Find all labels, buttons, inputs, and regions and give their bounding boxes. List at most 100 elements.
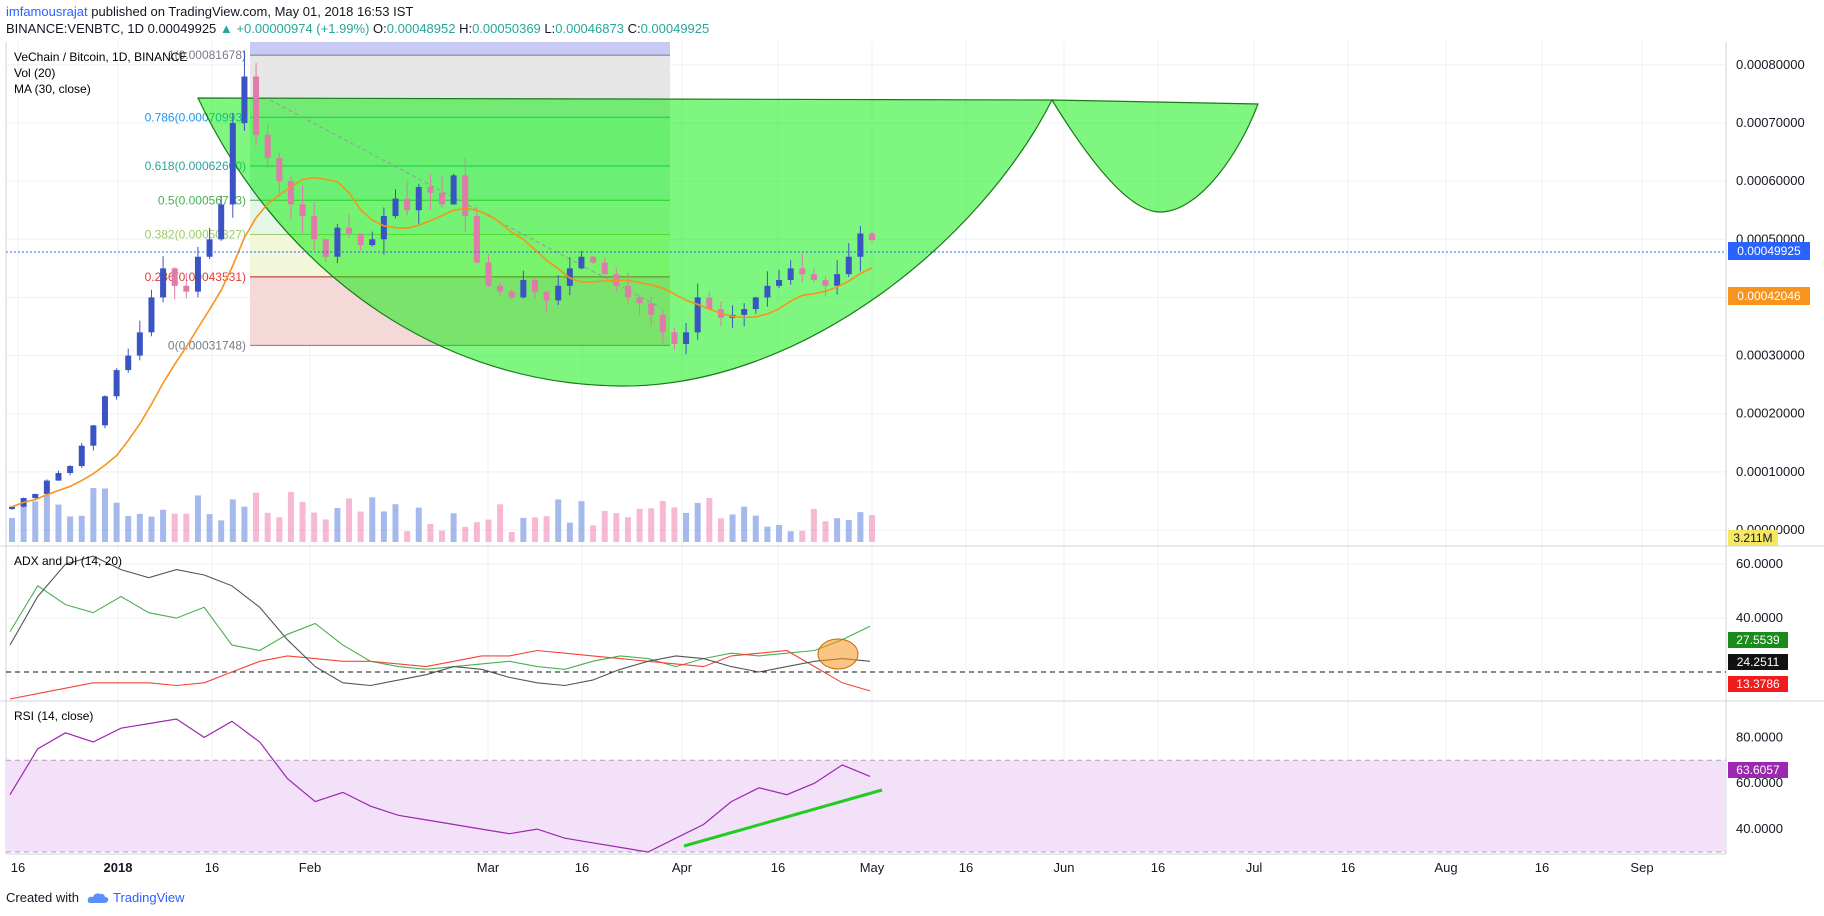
open-value: 0.00048952: [386, 21, 456, 36]
volume-bar: [741, 506, 748, 542]
candle-body: [183, 285, 190, 292]
candle-body: [508, 291, 515, 298]
minus-di-text: 13.3786: [1736, 677, 1780, 691]
rsi-badge-text: 63.6057: [1736, 763, 1780, 777]
vol-legend: Vol (20): [14, 66, 55, 80]
adx-axis: 60.0000 40.0000: [1736, 556, 1783, 625]
volume-bar: [136, 513, 143, 542]
publish-line: imfamousrajat published on TradingView.c…: [6, 4, 413, 19]
volume-bar: [520, 517, 527, 542]
candle-body: [764, 285, 771, 298]
candle-body: [473, 216, 480, 263]
adx-text: 24.2511: [1737, 655, 1780, 669]
candle-body: [706, 297, 713, 310]
price-badge: [1728, 242, 1810, 260]
adx-series: [9, 649, 871, 700]
time-tick: Apr: [672, 860, 693, 875]
candle-body: [253, 76, 260, 135]
volume-bar: [171, 513, 178, 542]
candle-body: [439, 192, 445, 205]
volume-bar: [206, 514, 213, 542]
candle-body: [43, 480, 50, 494]
rsi-line: [9, 718, 871, 853]
candle-body: [9, 506, 15, 510]
fib-top-band: [250, 42, 670, 56]
candle-body: [741, 309, 748, 315]
published-text: published on TradingView.com, May 01, 20…: [91, 4, 414, 19]
candle-body: [346, 227, 353, 234]
candle-body: [427, 186, 434, 193]
candle-body: [485, 262, 492, 286]
volume-bar: [287, 491, 294, 542]
volume-bar: [462, 526, 469, 542]
high-label: H:: [459, 21, 473, 36]
ma-badge-text: 0.00042046: [1737, 289, 1801, 303]
candle-body: [694, 297, 701, 333]
adx-series: [9, 555, 871, 687]
volume-bar: [613, 513, 620, 542]
volume-bar: [717, 518, 724, 542]
volume-bar: [241, 506, 248, 542]
high-value: 0.00050369: [472, 21, 541, 36]
volume-bar: [218, 520, 225, 542]
volume-bar: [276, 517, 283, 542]
candle-body: [776, 280, 783, 286]
cup-pattern: [197, 97, 1259, 387]
volume-bar: [671, 507, 678, 542]
volume-bars: [9, 488, 875, 542]
candle-body: [264, 134, 271, 158]
candle-body: [357, 233, 364, 246]
ma-badge: [1728, 287, 1810, 305]
time-axis[interactable]: 16 2018 16 Feb Mar 16 Apr 16 May 16 Jun 16 Jul 16 Aug 1…: [11, 860, 1654, 875]
candle-body: [543, 291, 550, 301]
volume-bar: [810, 508, 817, 542]
candle-body: [497, 285, 504, 292]
candle-body: [659, 314, 666, 333]
tradingview-brand[interactable]: TradingView: [87, 890, 185, 905]
low-label: L:: [544, 21, 556, 36]
volume-bar: [415, 507, 422, 542]
time-tick: Feb: [299, 860, 321, 875]
close-label: C:: [627, 21, 641, 36]
candle-body: [369, 239, 376, 246]
volume-bar: [322, 519, 329, 542]
author-link[interactable]: imfamousrajat: [6, 4, 88, 19]
created-with: Created with: [6, 890, 79, 905]
volume-bar: [43, 494, 50, 542]
rsi-tick: 80.0000: [1736, 729, 1783, 744]
volume-bar: [55, 504, 62, 542]
candle-body: [683, 332, 690, 344]
adx-title: ADX and DI (14, 20): [14, 554, 122, 568]
candle-body: [531, 280, 538, 292]
cup-shape: [197, 97, 1053, 387]
candle-body: [136, 332, 143, 356]
volume-bar: [787, 531, 794, 542]
volume-bar: [659, 500, 666, 542]
candle-body: [380, 216, 387, 240]
time-tick: 16: [959, 860, 973, 875]
volume-bar: [857, 512, 864, 542]
volume-bar: [67, 516, 74, 542]
candle-body: [218, 204, 225, 240]
time-tick: 16: [205, 860, 219, 875]
candle-body: [787, 268, 794, 280]
fib-label: 0.382(0.00050827): [145, 227, 246, 241]
candle-body: [392, 198, 399, 217]
volume-bar: [683, 512, 690, 542]
adx-panel: [6, 555, 1726, 700]
candle-body: [229, 123, 236, 205]
volume-bar: [694, 502, 701, 542]
candle-body: [206, 239, 213, 257]
volume-bar: [543, 516, 550, 542]
volume-bar: [624, 517, 631, 542]
candle-body: [810, 274, 817, 280]
candle-body: [194, 256, 201, 292]
symbol-name: BINANCE:VENBTC, 1D: [6, 21, 144, 36]
volume-badge-text: 3.211M: [1733, 531, 1772, 545]
rsi-axis: 80.0000 60.0000 40.0000: [1736, 729, 1783, 836]
footer: Created with TradingView: [6, 890, 185, 905]
chart-area[interactable]: 1(0.00081678)0.786(0.00070993)0.618(0.00…: [0, 42, 1824, 882]
candle-body: [125, 355, 132, 371]
time-tick: 16: [1151, 860, 1165, 875]
candle-body: [101, 396, 108, 426]
